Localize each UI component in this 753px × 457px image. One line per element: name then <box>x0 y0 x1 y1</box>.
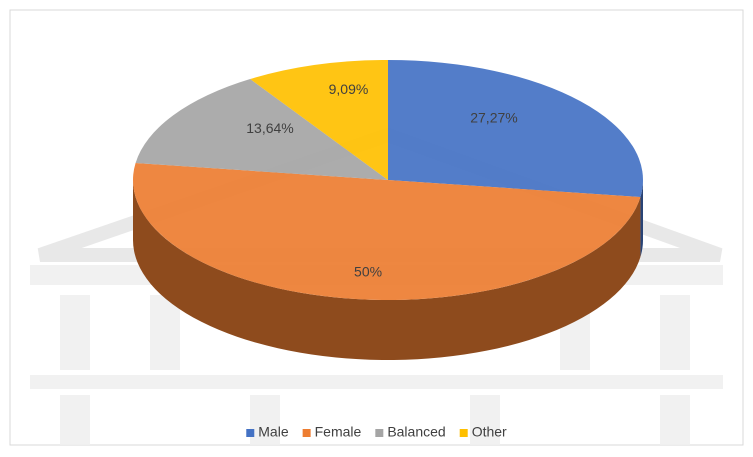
slice <box>250 60 388 180</box>
legend-label: Female <box>315 424 362 440</box>
data-label: 50% <box>354 263 382 279</box>
legend-swatch <box>375 429 384 437</box>
slice <box>135 79 388 180</box>
slice <box>388 60 644 198</box>
legend-label: Other <box>472 424 507 440</box>
data-label: 27,27% <box>470 109 517 125</box>
legend-swatch <box>302 429 311 437</box>
data-label: 13,64% <box>246 120 293 136</box>
slice-side <box>133 180 641 361</box>
data-label: 9,09% <box>329 81 369 97</box>
legend-swatch <box>459 429 468 437</box>
slice-side <box>640 180 643 258</box>
legend-label: Balanced <box>387 424 445 440</box>
slice <box>133 162 641 301</box>
legend-swatch <box>246 429 255 437</box>
legend-label: Male <box>258 424 289 440</box>
